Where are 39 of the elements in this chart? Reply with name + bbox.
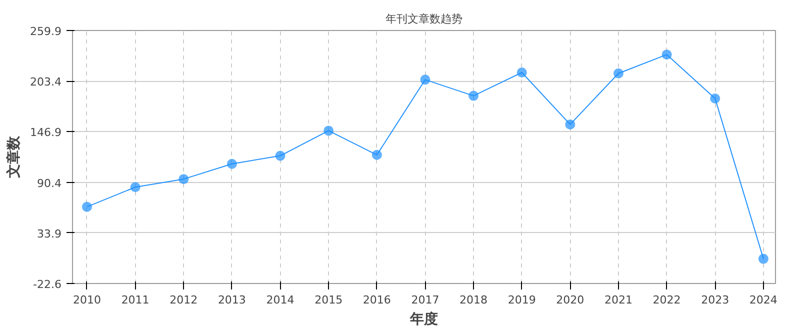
chart-title: 年刊文章数趋势 [386,12,462,26]
point [275,150,286,161]
point [565,119,576,130]
y-tick-label: 146.9 [30,126,62,140]
x-tick-label: 2022 [652,294,681,306]
x-tick-label: 2024 [749,294,778,306]
y-tick-label: 33.9 [37,227,62,240]
x-tick-label: 2020 [556,294,584,306]
x-tick-label: 2011 [121,294,150,306]
y-tick-label: 90.4 [37,176,62,190]
point [82,202,92,212]
point [710,93,720,104]
x-tick-label: 2012 [170,294,198,306]
point [420,74,430,85]
point [758,254,768,264]
x-tick-label: 2021 [604,294,632,306]
x-tick-label: 2015 [314,294,343,306]
x-tick-label: 2017 [411,294,440,306]
point [613,68,624,78]
x-tick-label: 2023 [701,294,730,306]
x-tick-label: 2014 [266,294,294,306]
point [468,90,479,101]
y-axis-title: 文章数 [5,135,22,179]
x-axis-title: 年度 [409,310,438,328]
point [662,50,672,60]
x-tick-label: 2013 [218,294,246,306]
x-tick-label: 2019 [508,294,536,306]
x-tick-label: 2010 [73,294,101,306]
y-tick-label: 259.9 [30,25,62,38]
y-tick-label: 203.4 [30,76,62,89]
point [516,68,527,78]
x-tick-label: 2018 [460,294,488,306]
point [178,174,189,184]
x-tick-label: 2016 [362,294,391,306]
point [324,126,334,136]
y-tick-label: -22.6 [33,278,62,291]
point [130,182,140,192]
point [226,158,237,169]
point [372,150,382,160]
